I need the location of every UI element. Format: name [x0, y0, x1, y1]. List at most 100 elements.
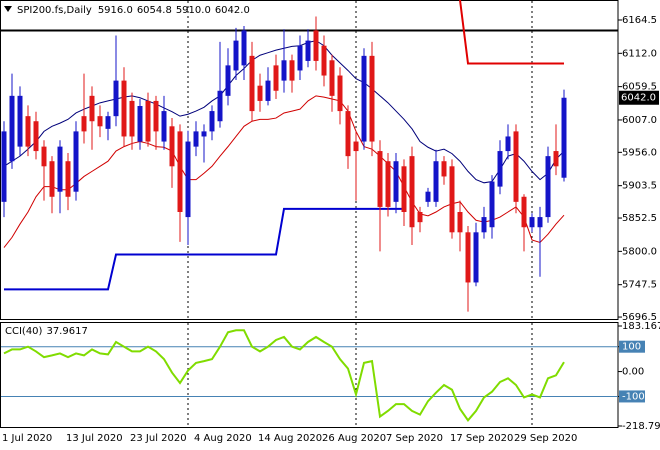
- cci-line: [3, 329, 565, 422]
- candle-body: [121, 80, 127, 137]
- candle-body: [513, 131, 519, 202]
- y-tick-label: 5956.0: [622, 147, 657, 158]
- candle-body: [425, 191, 431, 202]
- indicator-line: [4, 207, 404, 291]
- x-tick-label: 17 Sep 2020: [450, 433, 513, 444]
- x-tick-label: 13 Jul 2020: [66, 433, 123, 444]
- close-label: 6042.0: [215, 5, 250, 16]
- y-tick-label: -218.799: [622, 421, 660, 432]
- candle-body: [377, 151, 383, 207]
- indicator-line: [459, 0, 564, 65]
- menu-arrow[interactable]: [4, 6, 12, 12]
- y-tick-label: 5747.5: [622, 280, 657, 291]
- candle-body: [49, 161, 55, 197]
- candle-body: [417, 212, 423, 223]
- candle-body: [457, 212, 463, 233]
- header: SPI200.fs,Daily 5916.0 6054.8 5910.0 6042.0: [17, 5, 250, 16]
- candle-body: [193, 131, 199, 147]
- candle-body: [201, 131, 207, 137]
- y-tick-label: 6007.0: [622, 115, 657, 126]
- candle-body: [161, 111, 167, 142]
- candle-body: [97, 116, 103, 127]
- candle-body: [137, 106, 143, 142]
- price-tag-label: 6042.0: [621, 93, 656, 104]
- open-label: 5916.0: [98, 5, 133, 16]
- x-tick-label: 4 Aug 2020: [194, 433, 252, 444]
- candle-body: [361, 55, 367, 142]
- y-tick-label: 5696.5: [622, 312, 657, 323]
- candle-body: [281, 60, 287, 81]
- candle-body: [257, 85, 263, 101]
- indicator-name: CCI(40): [5, 326, 43, 337]
- candle-body: [449, 166, 455, 233]
- candle-body: [441, 161, 447, 177]
- candle-body: [321, 45, 327, 76]
- candle-body: [553, 151, 559, 167]
- candle-body: [25, 116, 31, 147]
- candle-body: [241, 30, 247, 66]
- candle-body: [481, 217, 487, 233]
- y-tick-label: 5800.0: [622, 246, 657, 257]
- x-tick-label: 7 Sep 2020: [386, 433, 443, 444]
- indicator-line: [3, 95, 565, 248]
- candle-body: [105, 116, 111, 129]
- candle-body: [9, 95, 15, 162]
- x-tick-label: 14 Aug 2020: [258, 433, 322, 444]
- x-tick-label: 26 Aug 2020: [322, 433, 386, 444]
- candle-body: [545, 156, 551, 218]
- candle-body: [113, 80, 119, 117]
- candle-body: [65, 161, 71, 197]
- candle-body: [401, 166, 407, 212]
- candle-body: [505, 136, 511, 152]
- candle-body: [521, 196, 527, 228]
- candle-body: [233, 40, 239, 71]
- candle-body: [465, 232, 471, 283]
- candle-body: [529, 217, 535, 228]
- candle-body: [313, 30, 319, 61]
- price-tag: [619, 90, 659, 105]
- candle-body: [337, 75, 343, 112]
- price-frame: [0, 0, 619, 320]
- y-tick-label: 5903.5: [622, 181, 657, 192]
- candle-body: [185, 141, 191, 218]
- candle-body: [273, 65, 279, 91]
- candle-body: [17, 95, 23, 147]
- cci-header: CCI(40) 37.9617: [5, 326, 88, 337]
- candle-body: [561, 97, 567, 178]
- candle-body: [473, 232, 479, 283]
- x-tick-label: 23 Jul 2020: [130, 433, 187, 444]
- y-tick-label: 0.00: [622, 367, 644, 378]
- candle-body: [345, 111, 351, 157]
- candle-body: [393, 161, 399, 202]
- candle-body: [81, 116, 87, 132]
- candle-body: [297, 45, 303, 71]
- level-tag: [619, 390, 645, 403]
- candle-body: [177, 131, 183, 212]
- candle-body: [57, 146, 63, 192]
- candle-body: [249, 55, 255, 112]
- candle-body: [225, 65, 231, 96]
- candle-body: [433, 161, 439, 202]
- symbol: SPI200.fs,Daily: [17, 5, 92, 16]
- candle-body: [369, 55, 375, 142]
- level-tag: [619, 340, 645, 353]
- candle-body: [489, 181, 495, 228]
- y-tick-label: 183.1673: [622, 321, 660, 332]
- candle-body: [537, 217, 543, 228]
- y-tick-label: 100: [622, 342, 641, 353]
- candle-body: [329, 60, 335, 96]
- high-label: 6054.8: [137, 5, 172, 16]
- cci-frame: [0, 322, 619, 428]
- y-tick-label: -100: [622, 391, 645, 402]
- candle-body: [41, 146, 47, 167]
- candle-body: [153, 100, 159, 132]
- candle-body: [129, 100, 135, 137]
- x-tick-label: 1 Jul 2020: [2, 433, 52, 444]
- candle-body: [353, 141, 359, 152]
- candle-body: [289, 60, 295, 81]
- candle-body: [265, 80, 271, 101]
- candle-body: [169, 126, 175, 167]
